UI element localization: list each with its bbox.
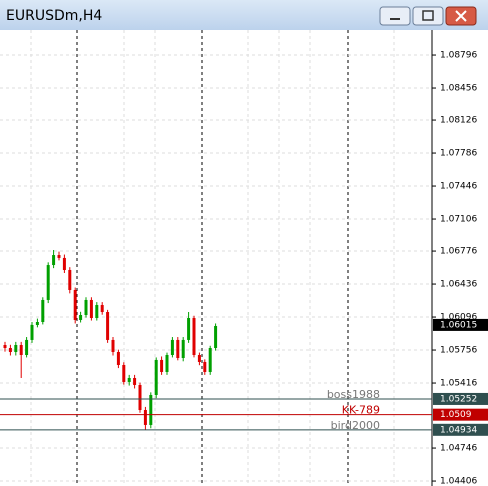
y-tick-label: 1.04746: [440, 444, 477, 454]
y-tick-label: 1.05756: [440, 346, 477, 356]
candle-body: [133, 377, 137, 385]
candle-body: [14, 344, 18, 352]
candle-body: [46, 265, 50, 300]
candle-body: [116, 351, 120, 365]
candle-body: [197, 354, 201, 362]
level-name: bird2000: [331, 419, 380, 432]
candle-body: [165, 354, 169, 372]
candle-body: [187, 318, 191, 340]
candle-body: [73, 289, 77, 320]
candle-body: [52, 255, 56, 266]
candle-body: [35, 321, 39, 326]
level-price-box: [433, 423, 488, 436]
y-tick-label: 1.08456: [440, 84, 477, 94]
candle-body: [203, 361, 207, 372]
candle-body: [106, 312, 110, 340]
y-tick-label: 1.06776: [440, 247, 477, 257]
level-name: boss1988: [327, 388, 380, 401]
candle-body: [160, 359, 164, 372]
candle-body: [138, 384, 142, 411]
candle-body: [154, 359, 158, 395]
candle-body: [79, 315, 83, 320]
y-tick-label: 1.08126: [440, 116, 477, 126]
candle-body: [100, 305, 104, 313]
window-buttons[interactable]: [379, 6, 477, 26]
candle-body: [170, 339, 174, 355]
y-tick-label: 1.07446: [440, 182, 477, 192]
candle-body: [84, 299, 88, 316]
candle-body: [68, 269, 72, 290]
y-tick-label: 1.08796: [440, 51, 477, 61]
level-price-label: 1.0509: [440, 410, 472, 420]
candle-body: [111, 339, 115, 352]
y-tick-label: 1.07786: [440, 149, 477, 159]
candle-body: [127, 377, 131, 382]
window-title: EURUSDm,H4: [6, 8, 102, 24]
y-tick-label: 1.06436: [440, 280, 477, 290]
candle-body: [62, 257, 66, 270]
level-price-label: 1.05252: [440, 394, 477, 404]
candle-body: [57, 255, 61, 258]
y-tick-label: 1.05416: [440, 379, 477, 389]
candle-body: [149, 394, 153, 425]
y-tick-label: 1.04406: [440, 477, 477, 486]
level-price-label: 1.04934: [440, 425, 477, 435]
candle-body: [41, 299, 45, 322]
period-separators: [76, 30, 349, 486]
vertical-grid: [30, 30, 395, 486]
candle-body: [181, 339, 185, 359]
y-tick-label: 1.06096: [440, 313, 477, 323]
candle-body: [89, 299, 93, 319]
candle-body: [95, 305, 99, 319]
candle-body: [25, 339, 29, 355]
candle-body: [176, 339, 180, 359]
candle-body: [143, 410, 147, 425]
last-price-box: [433, 318, 488, 331]
candle-body: [8, 348, 12, 352]
level-price-box: [433, 408, 488, 421]
candle-body: [30, 325, 34, 340]
candle-body: [3, 344, 7, 349]
candle-body: [192, 318, 196, 355]
candle-body: [19, 344, 23, 355]
level-price-box: [433, 392, 488, 405]
candle-body: [214, 325, 218, 349]
level-name: KK-789: [342, 404, 380, 417]
last-price-label: 1.06015: [440, 320, 477, 330]
plot-area: [0, 30, 432, 486]
candle-body: [208, 348, 212, 372]
y-tick-label: 1.07106: [440, 215, 477, 225]
candle-body: [122, 364, 126, 382]
